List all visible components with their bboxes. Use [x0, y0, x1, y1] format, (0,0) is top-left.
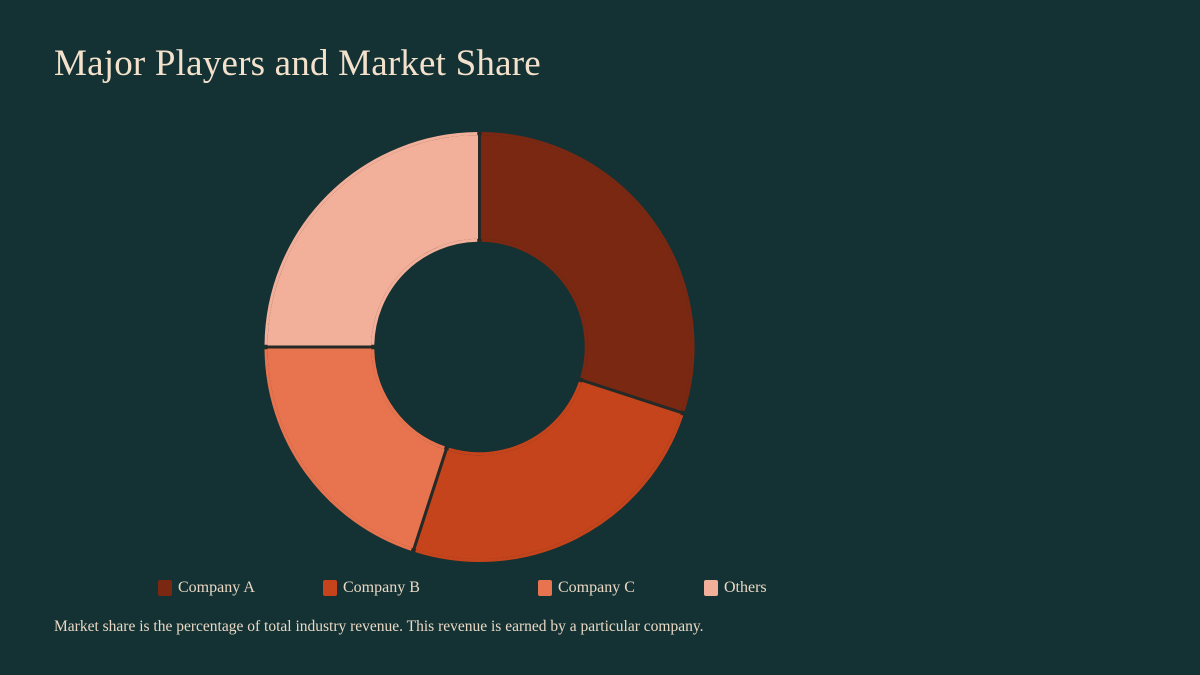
- slice-outer-edge: [264, 349, 412, 551]
- chart-caption: Market share is the percentage of total …: [54, 618, 704, 635]
- slice-outer-edge: [481, 132, 695, 412]
- chart-legend: Company A Company B Company C Others: [0, 577, 1200, 599]
- legend-item-others[interactable]: Others: [704, 577, 767, 599]
- legend-label: Company C: [558, 579, 635, 596]
- legend-label: Others: [724, 579, 767, 596]
- legend-item-company-a[interactable]: Company A: [158, 577, 255, 599]
- legend-label: Company A: [178, 579, 255, 596]
- legend-item-company-b[interactable]: Company B: [323, 577, 420, 599]
- slice-inner-edge: [371, 349, 445, 450]
- slice-inner-edge: [371, 238, 478, 345]
- legend-swatch-others: [704, 580, 718, 596]
- donut-slice-company-a[interactable]: [478, 131, 695, 415]
- slice-outer-edge: [415, 414, 684, 562]
- legend-swatch-company-b: [323, 580, 337, 596]
- donut-slice-company-b[interactable]: [411, 378, 685, 562]
- legend-item-company-c[interactable]: Company C: [538, 577, 635, 599]
- donut-slice-others[interactable]: [264, 131, 481, 349]
- slice-inner-edge: [481, 238, 588, 379]
- legend-swatch-company-a: [158, 580, 172, 596]
- page-title: Major Players and Market Share: [54, 43, 541, 84]
- slice-inner-edge: [448, 381, 582, 456]
- donut-slices: [264, 131, 695, 562]
- legend-swatch-company-c: [538, 580, 552, 596]
- legend-label: Company B: [343, 579, 420, 596]
- slice-outer-edge: [264, 132, 478, 345]
